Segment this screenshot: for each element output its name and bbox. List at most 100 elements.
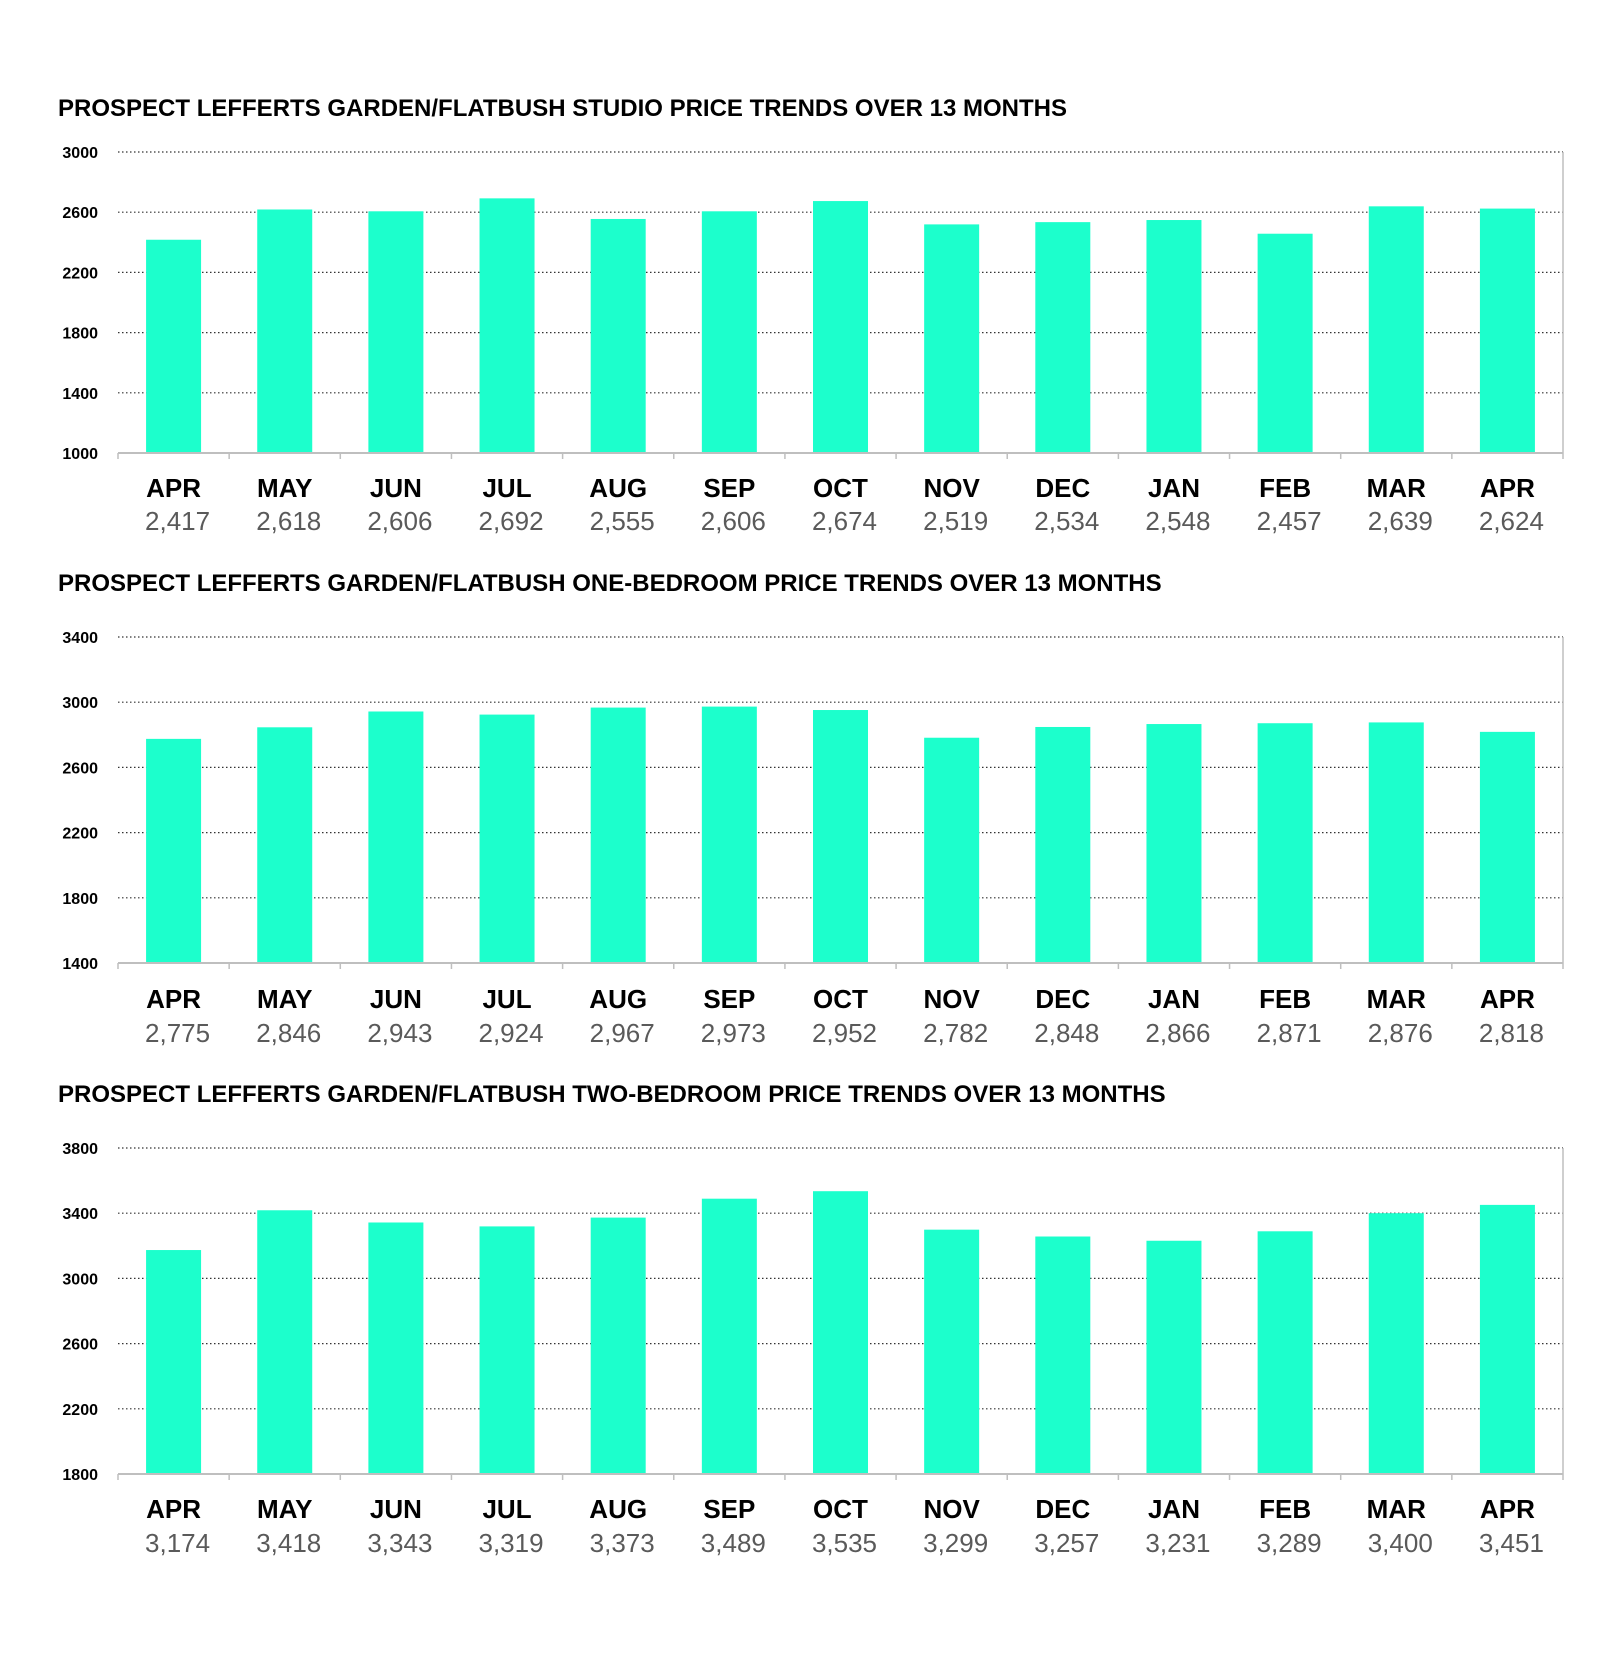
value-label: 3,174	[145, 1528, 210, 1558]
category-label: NOV	[923, 984, 980, 1014]
value-label: 3,231	[1145, 1528, 1210, 1558]
bar	[1257, 1231, 1313, 1474]
bar	[368, 1222, 424, 1474]
value-label: 3,343	[367, 1528, 432, 1558]
value-label: 2,618	[256, 506, 321, 536]
category-label: AUG	[589, 984, 647, 1014]
value-label: 2,639	[1368, 506, 1433, 536]
category-label: FEB	[1259, 984, 1311, 1014]
value-label: 2,943	[367, 1018, 432, 1048]
bar	[813, 710, 868, 963]
y-tick-label: 2600	[62, 760, 98, 777]
value-label: 2,924	[478, 1018, 543, 1048]
category-label: APR	[146, 984, 201, 1014]
category-label: FEB	[1259, 1494, 1311, 1524]
value-label: 2,674	[812, 506, 877, 536]
two-bedroom-price-chart: PROSPECT LEFFERTS GARDEN/FLATBUSH TWO-BE…	[58, 1081, 1564, 1558]
y-tick-label: 2600	[62, 205, 98, 222]
value-label: 2,848	[1034, 1018, 1099, 1048]
bar	[1257, 233, 1313, 453]
category-label: MAY	[257, 984, 312, 1014]
bar	[1146, 220, 1202, 453]
category-label: JUN	[370, 473, 422, 503]
value-label: 2,534	[1034, 506, 1099, 536]
category-label: JUN	[370, 1494, 422, 1524]
y-tick-label: 3000	[62, 1271, 98, 1288]
category-label: SEP	[703, 984, 755, 1014]
bar	[1146, 724, 1202, 963]
bar	[257, 1210, 313, 1474]
value-label: 2,606	[367, 506, 432, 536]
value-label: 2,555	[590, 506, 655, 536]
bar	[590, 707, 646, 963]
y-tick-label: 1400	[62, 386, 98, 403]
value-label: 2,775	[145, 1018, 210, 1048]
category-label: JAN	[1148, 984, 1200, 1014]
category-label: JUN	[370, 984, 422, 1014]
bar	[146, 1250, 202, 1474]
category-label: APR	[146, 1494, 201, 1524]
chart-title: PROSPECT LEFFERTS GARDEN/FLATBUSH ONE-BE…	[58, 570, 1162, 597]
value-label: 2,973	[701, 1018, 766, 1048]
category-label: FEB	[1259, 473, 1311, 503]
value-label: 2,952	[812, 1018, 877, 1048]
bar	[479, 198, 535, 453]
category-label: MAY	[257, 1494, 312, 1524]
value-label: 2,846	[256, 1018, 321, 1048]
category-label: APR	[1480, 473, 1535, 503]
category-label: DEC	[1035, 984, 1090, 1014]
value-label: 3,400	[1368, 1528, 1433, 1558]
value-label: 2,782	[923, 1018, 988, 1048]
category-label: APR	[1480, 1494, 1535, 1524]
category-label: JUL	[482, 1494, 531, 1524]
one-bedroom-price-chart: PROSPECT LEFFERTS GARDEN/FLATBUSH ONE-BE…	[58, 570, 1564, 1048]
value-label: 2,967	[590, 1018, 655, 1048]
y-tick-label: 1400	[62, 956, 98, 973]
bar	[1257, 723, 1313, 963]
bar	[479, 1226, 535, 1474]
category-label: SEP	[703, 1494, 755, 1524]
bar	[1479, 208, 1535, 453]
value-label: 2,519	[923, 506, 988, 536]
chart-title: PROSPECT LEFFERTS GARDEN/FLATBUSH STUDIO…	[58, 95, 1067, 122]
value-label: 2,548	[1145, 506, 1210, 536]
bar	[701, 211, 757, 453]
bar	[701, 1198, 757, 1474]
bar	[257, 209, 313, 453]
category-label: NOV	[923, 1494, 980, 1524]
value-label: 3,257	[1034, 1528, 1099, 1558]
y-tick-label: 1000	[62, 446, 98, 463]
category-label: MAR	[1367, 1494, 1426, 1524]
y-tick-label: 1800	[62, 1467, 98, 1484]
bar	[1035, 1236, 1091, 1474]
category-label: APR	[1480, 984, 1535, 1014]
category-label: DEC	[1035, 473, 1090, 503]
value-label: 2,818	[1479, 1018, 1544, 1048]
bar	[368, 711, 424, 963]
bar	[1368, 1213, 1424, 1474]
category-label: APR	[146, 473, 201, 503]
category-label: OCT	[813, 984, 868, 1014]
bar	[1035, 726, 1091, 963]
bar	[1368, 206, 1424, 453]
value-label: 2,692	[478, 506, 543, 536]
value-label: 3,299	[923, 1528, 988, 1558]
y-tick-label: 3000	[62, 145, 98, 162]
value-label: 3,418	[256, 1528, 321, 1558]
value-label: 3,373	[590, 1528, 655, 1558]
value-label: 2,624	[1479, 506, 1544, 536]
y-tick-label: 2600	[62, 1337, 98, 1354]
category-label: AUG	[589, 1494, 647, 1524]
bar	[1035, 222, 1091, 453]
bar	[590, 1217, 646, 1474]
value-label: 3,319	[478, 1528, 543, 1558]
bar	[924, 737, 980, 963]
bar	[479, 714, 535, 963]
category-label: MAY	[257, 473, 312, 503]
bar	[813, 1191, 868, 1474]
y-tick-label: 2200	[62, 826, 98, 843]
y-tick-label: 3000	[62, 695, 98, 712]
category-label: MAR	[1367, 984, 1426, 1014]
bar	[1368, 722, 1424, 963]
category-label: SEP	[703, 473, 755, 503]
